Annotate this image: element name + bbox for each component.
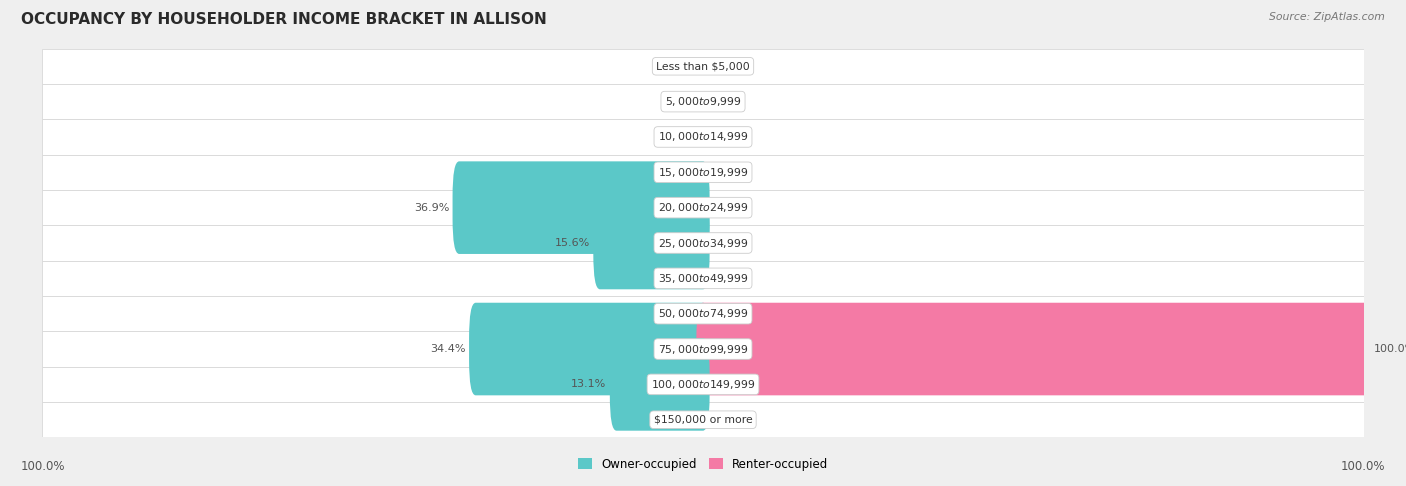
Text: 0.0%: 0.0% (665, 61, 693, 71)
Text: 34.4%: 34.4% (430, 344, 465, 354)
Text: 0.0%: 0.0% (665, 132, 693, 142)
FancyBboxPatch shape (42, 367, 1364, 402)
Text: 0.0%: 0.0% (713, 132, 741, 142)
Text: 0.0%: 0.0% (665, 167, 693, 177)
Text: 100.0%: 100.0% (1340, 460, 1385, 473)
FancyBboxPatch shape (593, 197, 710, 289)
FancyBboxPatch shape (453, 161, 710, 254)
Text: 100.0%: 100.0% (21, 460, 66, 473)
Text: $35,000 to $49,999: $35,000 to $49,999 (658, 272, 748, 285)
Text: $15,000 to $19,999: $15,000 to $19,999 (658, 166, 748, 179)
Text: 0.0%: 0.0% (713, 61, 741, 71)
Text: $150,000 or more: $150,000 or more (654, 415, 752, 425)
Text: $20,000 to $24,999: $20,000 to $24,999 (658, 201, 748, 214)
FancyBboxPatch shape (470, 303, 710, 395)
Text: 13.1%: 13.1% (571, 380, 606, 389)
FancyBboxPatch shape (42, 49, 1364, 84)
Legend: Owner-occupied, Renter-occupied: Owner-occupied, Renter-occupied (572, 453, 834, 475)
Text: 0.0%: 0.0% (665, 97, 693, 106)
Text: 0.0%: 0.0% (713, 203, 741, 213)
Text: 0.0%: 0.0% (713, 309, 741, 319)
FancyBboxPatch shape (42, 84, 1364, 119)
Text: 0.0%: 0.0% (665, 309, 693, 319)
FancyBboxPatch shape (42, 296, 1364, 331)
FancyBboxPatch shape (42, 190, 1364, 226)
Text: Source: ZipAtlas.com: Source: ZipAtlas.com (1270, 12, 1385, 22)
Text: 0.0%: 0.0% (713, 238, 741, 248)
Text: $50,000 to $74,999: $50,000 to $74,999 (658, 307, 748, 320)
Text: $5,000 to $9,999: $5,000 to $9,999 (665, 95, 741, 108)
Text: $10,000 to $14,999: $10,000 to $14,999 (658, 130, 748, 143)
Text: 0.0%: 0.0% (665, 273, 693, 283)
FancyBboxPatch shape (42, 119, 1364, 155)
FancyBboxPatch shape (610, 338, 710, 431)
Text: 0.0%: 0.0% (713, 415, 741, 425)
FancyBboxPatch shape (42, 402, 1364, 437)
Text: OCCUPANCY BY HOUSEHOLDER INCOME BRACKET IN ALLISON: OCCUPANCY BY HOUSEHOLDER INCOME BRACKET … (21, 12, 547, 27)
Text: 0.0%: 0.0% (713, 273, 741, 283)
Text: Less than $5,000: Less than $5,000 (657, 61, 749, 71)
Text: 100.0%: 100.0% (1374, 344, 1406, 354)
Text: 0.0%: 0.0% (665, 415, 693, 425)
Text: 0.0%: 0.0% (713, 167, 741, 177)
Text: $75,000 to $99,999: $75,000 to $99,999 (658, 343, 748, 356)
FancyBboxPatch shape (42, 155, 1364, 190)
Text: 0.0%: 0.0% (713, 380, 741, 389)
Text: 36.9%: 36.9% (413, 203, 450, 213)
FancyBboxPatch shape (42, 331, 1364, 367)
Text: $100,000 to $149,999: $100,000 to $149,999 (651, 378, 755, 391)
Text: 0.0%: 0.0% (713, 97, 741, 106)
Text: 15.6%: 15.6% (555, 238, 591, 248)
FancyBboxPatch shape (42, 260, 1364, 296)
FancyBboxPatch shape (42, 226, 1364, 260)
Text: $25,000 to $34,999: $25,000 to $34,999 (658, 237, 748, 249)
FancyBboxPatch shape (696, 303, 1371, 395)
